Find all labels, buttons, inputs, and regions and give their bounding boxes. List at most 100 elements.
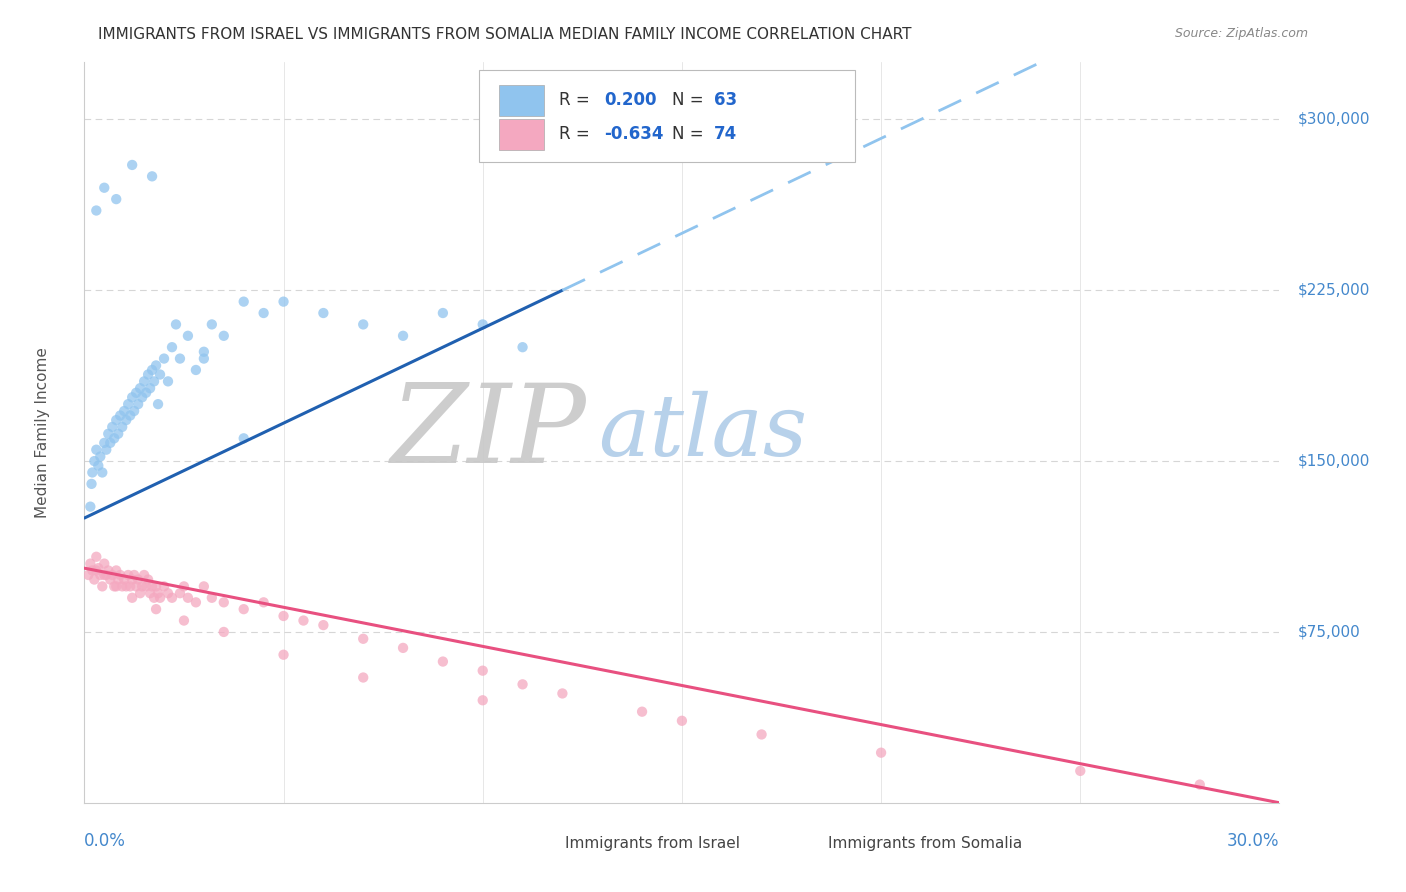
Point <box>89 450 111 464</box>
Point <box>110 409 132 423</box>
Point <box>122 404 145 418</box>
Text: Source: ZipAtlas.com: Source: ZipAtlas.com <box>1174 27 1308 40</box>
Point <box>125 579 148 593</box>
Text: 74: 74 <box>714 125 737 144</box>
Point <box>79 500 101 514</box>
Point <box>107 573 129 587</box>
Point <box>86 549 108 564</box>
FancyBboxPatch shape <box>515 832 551 855</box>
Point <box>160 340 183 354</box>
Point <box>201 591 224 605</box>
Point <box>139 381 162 395</box>
Point <box>292 614 315 628</box>
Point <box>1188 778 1211 792</box>
Point <box>105 192 128 206</box>
Point <box>352 671 374 685</box>
Point <box>512 677 534 691</box>
Point <box>93 557 115 571</box>
Point <box>352 632 374 646</box>
Point <box>143 375 166 389</box>
Point <box>117 397 139 411</box>
Point <box>132 568 156 582</box>
Point <box>193 344 215 359</box>
Point <box>392 328 415 343</box>
Point <box>125 385 148 400</box>
Point <box>312 306 335 320</box>
Text: $300,000: $300,000 <box>1298 112 1369 127</box>
Point <box>136 573 159 587</box>
Point <box>107 426 129 441</box>
Point <box>146 586 169 600</box>
Point <box>120 409 142 423</box>
Point <box>121 591 143 605</box>
Text: N =: N = <box>672 125 709 144</box>
Text: atlas: atlas <box>599 392 807 474</box>
Point <box>132 375 156 389</box>
Point <box>83 573 105 587</box>
Point <box>129 381 152 395</box>
Point <box>111 579 134 593</box>
Point <box>93 435 115 450</box>
Text: ZIP: ZIP <box>391 379 586 486</box>
FancyBboxPatch shape <box>499 85 544 116</box>
Point <box>169 351 191 366</box>
Point <box>103 579 125 593</box>
Point <box>91 466 114 480</box>
Point <box>83 454 105 468</box>
Point <box>112 573 135 587</box>
Point <box>471 693 494 707</box>
Point <box>145 602 167 616</box>
Text: IMMIGRANTS FROM ISRAEL VS IMMIGRANTS FROM SOMALIA MEDIAN FAMILY INCOME CORRELATI: IMMIGRANTS FROM ISRAEL VS IMMIGRANTS FRO… <box>98 27 912 42</box>
Point <box>105 413 128 427</box>
Point <box>86 564 108 578</box>
Point <box>141 363 163 377</box>
Point <box>212 595 235 609</box>
Point <box>87 561 110 575</box>
Point <box>121 390 143 404</box>
Point <box>87 458 110 473</box>
Point <box>551 686 574 700</box>
Point <box>232 602 254 616</box>
Point <box>432 655 454 669</box>
Point <box>177 591 200 605</box>
Point <box>129 586 152 600</box>
Text: Median Family Income: Median Family Income <box>35 347 51 518</box>
Point <box>273 294 295 309</box>
Point <box>751 727 773 741</box>
Point <box>115 413 138 427</box>
Point <box>97 564 120 578</box>
Point <box>232 294 254 309</box>
Point <box>173 579 195 593</box>
Point <box>157 586 180 600</box>
Point <box>149 591 172 605</box>
Point <box>141 579 163 593</box>
Point <box>86 203 108 218</box>
Point <box>122 568 145 582</box>
Point <box>131 390 153 404</box>
Point <box>253 595 276 609</box>
Text: R =: R = <box>558 91 595 109</box>
Point <box>141 169 163 184</box>
Point <box>121 158 143 172</box>
Text: $150,000: $150,000 <box>1298 454 1369 468</box>
Point <box>145 359 167 373</box>
Point <box>93 568 115 582</box>
Point <box>184 595 207 609</box>
Point <box>127 397 149 411</box>
Point <box>143 591 166 605</box>
Point <box>512 340 534 354</box>
Point <box>89 568 111 582</box>
Point <box>157 375 180 389</box>
Point <box>173 614 195 628</box>
Text: 0.200: 0.200 <box>605 91 657 109</box>
Point <box>127 573 149 587</box>
Point <box>146 397 169 411</box>
Point <box>352 318 374 332</box>
Text: $225,000: $225,000 <box>1298 283 1369 298</box>
Point <box>169 586 191 600</box>
Point <box>232 431 254 445</box>
Point <box>117 568 139 582</box>
Point <box>96 568 118 582</box>
Point <box>471 318 494 332</box>
Point <box>177 328 200 343</box>
